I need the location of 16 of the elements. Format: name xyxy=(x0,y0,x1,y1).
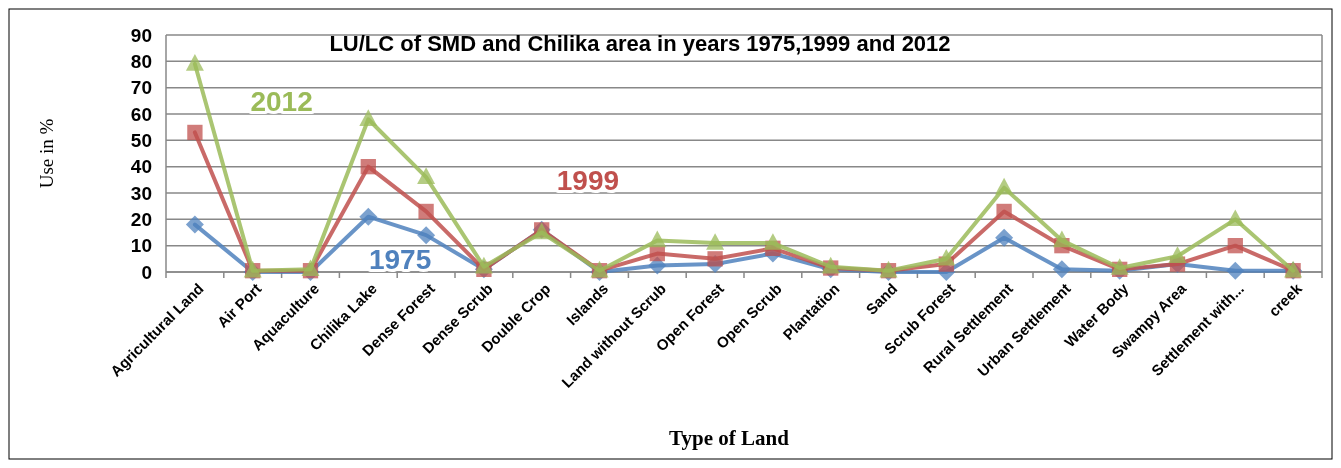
series-label: 2012 xyxy=(250,85,313,117)
chart-title: LU/LC of SMD and Chilika area in years 1975,1999 and 2012 xyxy=(329,31,951,56)
y-tick-label: 0 xyxy=(141,261,152,283)
y-tick-label: 60 xyxy=(130,103,152,125)
y-tick-label: 10 xyxy=(130,235,152,257)
x-axis-title: Type of Land xyxy=(669,426,790,450)
y-tick-label: 30 xyxy=(130,182,152,204)
series-label: 1999 xyxy=(556,164,620,196)
y-tick-label: 80 xyxy=(130,50,152,72)
y-tick-label: 50 xyxy=(130,129,152,151)
y-tick-label: 20 xyxy=(130,208,152,230)
y-tick-label: 40 xyxy=(130,156,152,178)
y-tick-label: 90 xyxy=(130,24,152,46)
y-tick-label: 70 xyxy=(130,77,152,99)
y-axis-title: Use in % xyxy=(35,118,57,189)
series-label: 1975 xyxy=(368,243,432,275)
